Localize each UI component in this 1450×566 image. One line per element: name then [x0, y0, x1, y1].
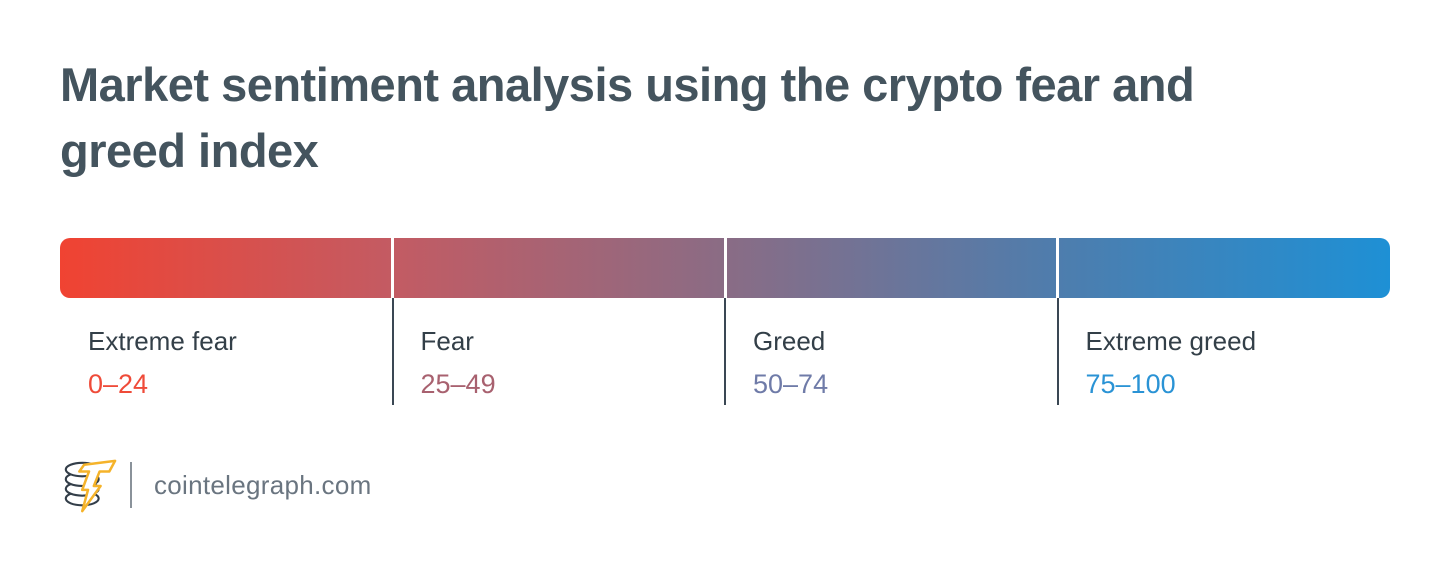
segment-extreme-fear: Extreme fear 0–24 [60, 326, 393, 399]
bar-divider [723, 238, 727, 298]
fear-greed-gradient-bar [60, 238, 1390, 298]
bar-divider [1056, 238, 1059, 298]
segment-labels-row: Extreme fear 0–24 Fear 25–49 Greed 50–74… [60, 326, 1390, 399]
segment-range: 25–49 [420, 369, 496, 399]
segment-label: Fear [420, 326, 474, 356]
segment-tick-line [724, 298, 726, 405]
segment-greed: Greed 50–74 [725, 326, 1058, 399]
segment-range: 50–74 [753, 369, 829, 399]
segment-tick-line [391, 298, 394, 405]
footer-branding: cointelegraph.com [60, 456, 372, 514]
segment-label: Extreme fear [88, 326, 237, 356]
segment-range: 0–24 [88, 369, 149, 399]
page-title: Market sentiment analysis using the cryp… [60, 58, 1195, 177]
coin-stack-lightning-icon [64, 459, 117, 513]
footer-divider [130, 462, 132, 508]
segment-label: Extreme greed [1085, 326, 1257, 356]
segment-fear: Fear 25–49 [393, 326, 726, 399]
segment-extreme-greed: Extreme greed 75–100 [1058, 326, 1391, 399]
segment-tick-line [1056, 298, 1059, 405]
segment-range: 75–100 [1085, 369, 1176, 399]
segment-label: Greed [753, 326, 826, 356]
footer-site-url: cointelegraph.com [154, 469, 372, 500]
bar-divider [391, 238, 394, 298]
